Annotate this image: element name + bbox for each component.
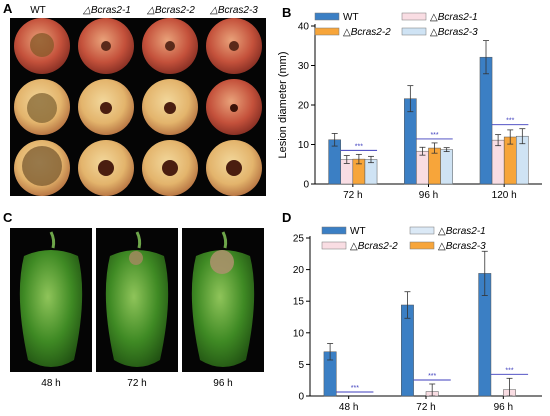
x-tick-label-48-h: 48 h bbox=[339, 402, 358, 413]
significance-label-48-h: *** bbox=[351, 385, 359, 392]
significance-label-72-h: *** bbox=[355, 143, 363, 150]
y-tick-label-20: 20 bbox=[298, 101, 310, 112]
y-tick-label-10: 10 bbox=[293, 328, 305, 339]
legend-swatch-bcras2-3 bbox=[409, 241, 435, 250]
legend-label-bcras2-2: △Bcras2-2 bbox=[343, 27, 391, 38]
y-tick-label-30: 30 bbox=[298, 61, 310, 72]
apple-row-1 bbox=[14, 18, 262, 74]
y-tick-label-15: 15 bbox=[293, 297, 305, 308]
y-tick-label-0: 0 bbox=[303, 180, 309, 191]
significance-label-96-h: *** bbox=[505, 367, 513, 374]
apple-column-label-bcras2-2: △Bcras2-2 bbox=[147, 5, 195, 16]
legend-label-wt: WT bbox=[343, 12, 359, 23]
x-tick-label-96-h: 96 h bbox=[494, 402, 513, 413]
bar-bcras2-1-120-h bbox=[491, 139, 505, 185]
pepper-label-72h: 72 h bbox=[127, 378, 147, 389]
apple-column-label-bcras2-3: △Bcras2-3 bbox=[210, 5, 258, 16]
bar-bcras2-3-72-h bbox=[364, 159, 378, 185]
legend-swatch-wt bbox=[321, 226, 347, 235]
significance-label-120-h: *** bbox=[506, 118, 514, 125]
bar-bcras2-3-96-h bbox=[440, 149, 453, 185]
y-tick-label-40: 40 bbox=[298, 22, 310, 33]
legend-label-bcras2-1: △Bcras2-1 bbox=[438, 226, 486, 237]
pepper-label-48h: 48 h bbox=[41, 378, 61, 389]
y-tick-label-25: 25 bbox=[293, 234, 305, 245]
y-tick-label-10: 10 bbox=[298, 140, 310, 151]
apple-photo-grid bbox=[10, 18, 266, 196]
panel-letter-b: B bbox=[282, 5, 292, 20]
significance-label-96-h: *** bbox=[430, 132, 438, 139]
chart-d-pepper-lesion: 0 5 10 15 20 25 48 h *** 72 h *** 96 h *** WT △Bcras2… bbox=[293, 226, 542, 413]
pepper-label-96h: 96 h bbox=[213, 378, 233, 389]
legend-swatch-wt bbox=[314, 12, 340, 21]
y-tick-label-5: 5 bbox=[298, 360, 304, 371]
bar-wt-120-h bbox=[479, 56, 493, 185]
significance-label-72-h: *** bbox=[428, 373, 436, 380]
legend-swatch-bcras2-2 bbox=[321, 241, 347, 250]
apple-column-label-wt: WT bbox=[30, 5, 46, 16]
y-axis-label: Lesion diameter (mm) bbox=[277, 52, 289, 159]
x-tick-label-72-h: 72 h bbox=[416, 402, 435, 413]
panel-letter-d: D bbox=[282, 210, 292, 225]
bar-bcras2-1-96-h bbox=[416, 150, 429, 185]
legend-label-bcras2-3: △Bcras2-3 bbox=[438, 241, 486, 252]
x-tick-label-72-h: 72 h bbox=[343, 190, 362, 201]
pepper-photo-strip bbox=[10, 228, 264, 372]
legend-swatch-bcras2-2 bbox=[314, 27, 340, 36]
legend-swatch-bcras2-3 bbox=[401, 27, 427, 36]
legend-label-wt: WT bbox=[350, 226, 366, 237]
legend-label-bcras2-1: △Bcras2-1 bbox=[430, 12, 478, 23]
x-tick-label-96-h: 96 h bbox=[419, 190, 438, 201]
x-tick-label-120-h: 120 h bbox=[492, 190, 517, 201]
panel-letter-a: A bbox=[3, 1, 13, 16]
y-tick-label-0: 0 bbox=[298, 392, 304, 403]
panel-letter-c: C bbox=[3, 210, 13, 225]
y-tick-label-20: 20 bbox=[293, 265, 305, 276]
apple-column-label-bcras2-1: △Bcras2-1 bbox=[83, 5, 131, 16]
apple-row-2 bbox=[14, 79, 262, 135]
legend-swatch-bcras2-1 bbox=[401, 12, 427, 21]
apple-row-3 bbox=[14, 140, 262, 196]
legend-swatch-bcras2-1 bbox=[409, 226, 435, 235]
legend-label-bcras2-3: △Bcras2-3 bbox=[430, 27, 478, 38]
chart-b-lesion-diameter: 0 10 20 30 40 Lesion diameter (mm) 72 h *** 96 h… bbox=[277, 12, 542, 201]
legend-label-bcras2-2: △Bcras2-2 bbox=[350, 241, 398, 252]
